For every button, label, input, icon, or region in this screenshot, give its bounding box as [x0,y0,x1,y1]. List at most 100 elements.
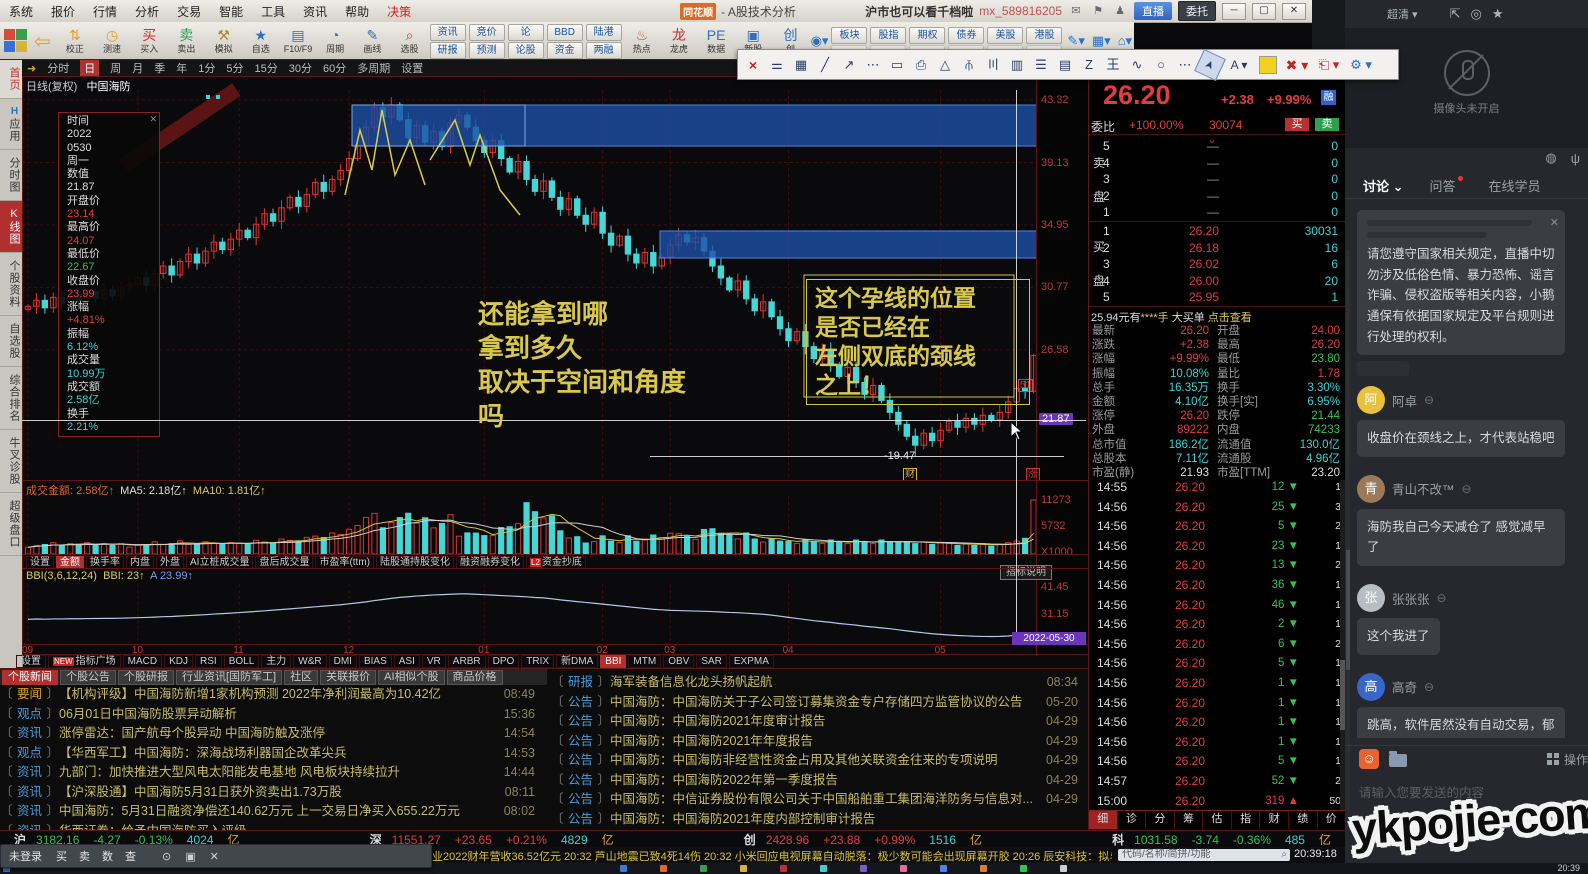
dashed-tool[interactable]: ⋯ [866,56,880,72]
rect-tool[interactable]: ▭ [890,56,904,72]
emoji-button[interactable]: ☺ [1359,749,1379,769]
indicator-tab-SAR[interactable]: SAR [696,655,727,668]
drawn-low-line[interactable] [650,456,1064,457]
market-板块[interactable]: 板块 [831,27,868,44]
taskbar-app-6[interactable] [860,865,867,872]
tool-选股[interactable]: ⌕ 选股 [392,28,426,54]
grid-icon[interactable]: ▦ [794,56,808,72]
news-tab-社区[interactable]: 社区 [284,669,319,685]
taskbar-app-7[interactable] [900,865,907,872]
quote-tab-指[interactable]: 指 [1232,811,1261,829]
buy-row-5[interactable]: 5 25.95 1 [1103,290,1338,305]
period-季[interactable]: 季 [154,63,166,75]
pen-icon[interactable]: ✎▾ [1067,33,1085,48]
menu-1[interactable]: 报价 [51,4,76,19]
taskbar-app-0[interactable] [620,865,627,872]
tool-自选[interactable]: ★ 自选 [244,28,278,54]
mail-icon[interactable]: ✉ [1071,5,1081,17]
trade-row-11[interactable]: 14:56 26.20 1 ▼ 1 [1097,695,1341,710]
flag-tool[interactable]: ⎙ [915,56,927,72]
quote-tab-绩[interactable]: 绩 [1289,811,1318,829]
indicator-tab-新DMA[interactable]: 新DMA [556,655,599,668]
globe-icon[interactable]: ◉▾ [810,33,829,48]
news-right-row-7[interactable]: 〔公告〕中国海防：中国海防2021年度内部控制审计报告 [551,811,876,826]
circle-tool[interactable]: ○ [1157,56,1165,72]
tool-买入[interactable]: 买买入 [132,28,166,54]
quote-tab-分[interactable]: 分 [1146,811,1175,829]
indicator-tab-MACD[interactable]: MACD [122,655,163,668]
tool-预测[interactable]: 预测 [468,41,505,59]
home-icon[interactable]: ⌂▾ [1117,33,1133,48]
tooltip-close-icon[interactable]: ✕ [149,114,157,124]
buy-row-1[interactable]: 1 26.20 30031 [1103,224,1338,238]
stamp-tool[interactable]: ⎗ ▾ [1318,56,1340,72]
period-1分[interactable]: 1分 [198,63,216,75]
chat-message[interactable]: 海防我自己今天减仓了 感觉减早了 [1357,508,1565,566]
news-right-row-6[interactable]: 〔公告〕中国海防：中信证券股份有限公司关于中国船舶重工集团海洋防务与信息对...… [551,792,1078,806]
news-left-row-0[interactable]: 〔要闻〕【机构评级】中国海防新增1家机构预测 2022年净利润最高为10.42亿… [0,687,535,701]
news-left-row-4[interactable]: 〔资讯〕九部门：加快推进大型风电太阳能发电基地 风电板块持续拉升 14:44 [0,765,535,779]
indicator-tab-RSI[interactable]: RSI [195,655,222,668]
fan-tool[interactable]: ⫚ [965,56,973,72]
sidebar-item-综合排名[interactable]: 综合排名 [0,367,22,430]
indicator-tab-MTM[interactable]: MTM [628,655,662,668]
file-button[interactable] [1389,750,1407,767]
period-周[interactable]: 周 [110,63,122,75]
trade-row-16[interactable]: 15:00 26.20 319 ▲ 50 [1097,793,1341,808]
news-tab-关联报价[interactable]: 关联报价 [320,669,377,685]
tool-周期[interactable]: ◔ 周期 [318,28,352,54]
quote-scrollbar[interactable] [1340,480,1345,810]
news-left-row-6[interactable]: 〔资讯〕中国海防：5月31日融资净偿还140.62万元 上一交易日净买入655.… [0,804,535,818]
indicator-tab-ASI[interactable]: ASI [393,655,420,668]
bbi-chart[interactable] [22,584,1036,642]
news-tab-个股研报[interactable]: 个股研报 [118,669,174,685]
tool-测速[interactable]: ◷ 测速 [95,28,129,54]
search-input[interactable]: 代码/名称/简拼/功能 ⌕ [1118,849,1290,861]
indicator-tab-DMI[interactable]: DMI [328,655,357,668]
buy-row-4[interactable]: 4 26.00 20 [1103,273,1338,288]
taskbar-app-1[interactable] [660,865,667,872]
menu-3[interactable]: 分析 [135,4,160,19]
triangle-tool[interactable]: △ [940,56,950,72]
trade-row-13[interactable]: 14:56 26.20 1 ▼ 1 [1097,734,1341,749]
sell-row-1[interactable]: 1—0 [1103,205,1338,220]
share-icon[interactable]: ⇱ [1449,6,1461,21]
news-right-row-0[interactable]: 〔研报〕海军装备信息化龙头扬帆起航 08:34 [551,675,1078,689]
trade-row-10[interactable]: 14:56 26.20 1 ▼ 1 [1097,676,1341,690]
quote-tab-估[interactable]: 估 [1203,811,1232,829]
news-left-row-5[interactable]: 〔资讯〕【沪深股通】中国海防5月31日获外资卖出1.73万股 08:11 [0,784,535,799]
sidebar-item-牛叉诊股[interactable]: 牛叉诊股 [0,430,22,493]
indicator-tab-OBV[interactable]: OBV [663,655,695,668]
news-tab-AI相似个股[interactable]: AI相似个股 [378,669,445,685]
indicator-tab-KDJ[interactable]: KDJ [164,655,194,668]
menu-4[interactable]: 交易 [177,4,202,19]
app-grid-icon[interactable] [4,29,27,53]
start-icon[interactable] [3,865,10,872]
notice-close-icon[interactable]: ✕ [1549,217,1559,229]
news-tab-行业资讯[国防军工][interactable]: 行业资讯[国防军工] [176,669,283,685]
sell-row-4[interactable]: 4—0 [1103,155,1338,170]
buy-button[interactable]: 买 [1285,118,1309,131]
mic-icon[interactable]: ψ [1570,150,1580,166]
sidebar-item-分时图[interactable]: 分时图 [0,150,22,201]
chat-messages[interactable]: ✕ 请您遵守国家相关规定，直播中切勿涉及低俗色情、暴力恐怖、谣言诈骗、侵权盗版等相… [1345,200,1588,738]
line-tool[interactable]: ╱ [821,56,829,72]
indicator-tab-W&R[interactable]: W&R [293,655,327,668]
quote-tab-筹[interactable]: 筹 [1175,811,1204,829]
chat-tab-问答[interactable]: 问答 [1430,175,1463,195]
chat-message[interactable]: 跳高，软件居然没有自动交易，郁闷 [1357,706,1565,738]
chat-tab-在线学员[interactable]: 在线学员 [1488,178,1541,194]
chat-input[interactable]: 请输入您要发送的内容 [1359,786,1485,800]
action-menu[interactable]: 操作 [1546,751,1588,768]
bell-icon[interactable]: ⚑ [1093,5,1103,17]
taskbar-app-4[interactable] [780,865,787,872]
taskbar-app-11[interactable] [1060,865,1067,872]
news-right-row-5[interactable]: 〔公告〕中国海防：中国海防2022年第一季度报告 04-29 [551,772,1078,787]
chart-icon[interactable]: ▦▾ [1091,33,1111,48]
close-button[interactable]: ✕ [1282,2,1306,20]
report-icon[interactable]: ⊖ [1424,393,1435,408]
tool-论[interactable]: 论 [507,23,544,41]
news-right-row-3[interactable]: 〔公告〕中国海防：中国海防2021年年度报告 04-29 [551,733,1078,748]
tool-竞价[interactable]: 竞价 [468,23,505,41]
wave-tool[interactable]: ∿ [1131,56,1143,72]
